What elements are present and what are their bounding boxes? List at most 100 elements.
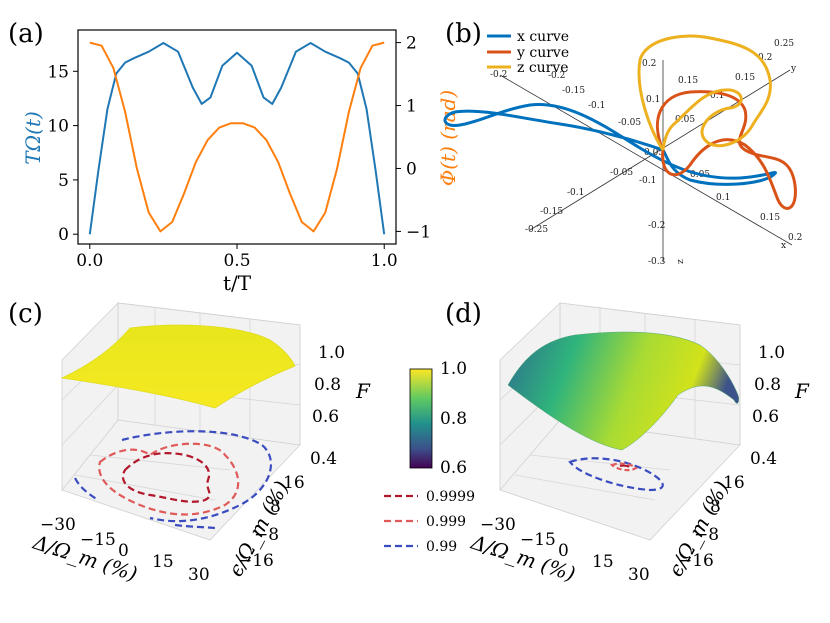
colorbar-tick-2: 0.8 xyxy=(440,409,467,429)
y-right-tick-label-a: 0 xyxy=(406,159,417,179)
b-y-tick-label: -0.1 xyxy=(567,188,584,198)
panel-label-a: (a) xyxy=(8,19,44,49)
y-tick-label-d-ticks: −16 xyxy=(678,551,714,571)
x-tick-label-d-ticks: 0 xyxy=(558,541,569,561)
x-tick-label-c-ticks: −30 xyxy=(40,515,76,535)
legend-b: x curve y curve z curve xyxy=(487,29,569,76)
b-tick-labels: 0.20.150.10.05-0.05-0.1-0.15-0.2-0.250.2… xyxy=(490,39,802,267)
b-y-tick-label: 0.2 xyxy=(758,53,772,63)
y-left-tick-label-a: 15 xyxy=(47,62,69,82)
b-axis-name-y: y xyxy=(790,64,797,74)
y-tick-label-c-ticks: −8 xyxy=(254,525,279,545)
legend-label-099: 0.99 xyxy=(426,539,457,555)
b-y-tick-label: -0.05 xyxy=(610,168,633,178)
panel-label-d: (d) xyxy=(445,299,482,329)
colorbar-tick-3: 0.6 xyxy=(440,458,467,478)
chart-a-ticks: 0.0 0.5 1.0 0 5 10 15 −1 0 1 2 xyxy=(47,34,431,271)
x-tick-label-c-ticks: 30 xyxy=(188,565,210,585)
contour-c-099 xyxy=(121,430,272,523)
y-right-tick-label-a: 1 xyxy=(406,97,417,117)
y-tick-label-c-ticks: 16 xyxy=(283,473,305,493)
colorbar: 1.0 0.8 0.6 xyxy=(409,359,467,478)
series-phi-line xyxy=(89,41,385,233)
legend-label-x: x curve xyxy=(517,29,569,45)
pane-left-c xyxy=(61,302,119,492)
z-curve-line xyxy=(637,34,772,151)
z-tick-label-d-ticks: 0.6 xyxy=(752,407,779,427)
contour-c-09999 xyxy=(122,452,211,503)
b-z-tick-label: 0.15 xyxy=(678,76,698,86)
x-tick-label-d-ticks: −30 xyxy=(480,515,516,535)
chart-c-ticks: −30−150 15 30 168 −8 −16 1.0 0.8 0.6 0.4 xyxy=(40,343,345,585)
z-tick-label-c-ticks: 0.8 xyxy=(314,375,341,395)
y-right-tick-label-a: 2 xyxy=(406,34,417,54)
b-z-tick-label: 0.1 xyxy=(646,95,660,105)
contour-d-0999 xyxy=(609,462,638,472)
b-x-tick-label: 0.1 xyxy=(716,193,730,203)
x-tick-label-c-ticks: −15 xyxy=(80,530,116,550)
surface-c xyxy=(60,324,296,409)
contour-c-0999 xyxy=(98,442,240,516)
b-y-tick-label: 0.1 xyxy=(710,91,724,101)
b-x-tick-label: -0.15 xyxy=(562,86,585,96)
legend-label-09999: 0.9999 xyxy=(426,489,475,505)
b-y-tick-label: 0.15 xyxy=(735,73,755,83)
y-tick-label-c-ticks: 8 xyxy=(270,497,281,517)
panel-label-c: (c) xyxy=(8,299,43,329)
y-tick-label-c-ticks: −16 xyxy=(238,551,274,571)
z-axis-label-c: F xyxy=(355,379,371,403)
b-x-tick-label: -0.1 xyxy=(588,101,605,111)
x-tick-label-a: 1.0 xyxy=(371,251,398,271)
z-tick-label-d-ticks: 1.0 xyxy=(758,343,785,363)
b-x-tick-label: -0.05 xyxy=(618,118,641,128)
y-tick-label-d-ticks: 8 xyxy=(710,497,721,517)
x-tick-label-d-ticks: −15 xyxy=(520,530,556,550)
b-axis-name-z: z xyxy=(676,259,686,264)
y-left-tick-label-a: 10 xyxy=(47,117,69,137)
x-curve-line xyxy=(443,102,777,186)
panel-label-b: (b) xyxy=(445,19,482,49)
y-right-tick-label-a: −1 xyxy=(406,222,431,242)
x-tick-label-c-ticks: 0 xyxy=(118,541,129,561)
y-right-label-a: Φ(t) (rad) xyxy=(436,90,460,186)
b-x-tick-label: 0.2 xyxy=(788,233,802,243)
chart-d-ticks: −30−150 15 30 168 −8 −16 1.0 0.8 0.6 0.4 xyxy=(480,343,785,585)
y-left-tick-label-a: 0 xyxy=(58,225,69,245)
z-axis-label-d: F xyxy=(794,379,810,403)
z-tick-label-c-ticks: 0.6 xyxy=(312,407,339,427)
y-left-label-a: TΩ(t) xyxy=(21,111,45,165)
series-omega-line xyxy=(88,42,386,235)
contour-legend: 0.9999 0.999 0.99 xyxy=(384,489,475,555)
x-tick-label-a: 0.0 xyxy=(76,251,103,271)
surface-d xyxy=(507,331,740,451)
b-x-tick-label: -0.2 xyxy=(548,71,565,81)
chart-b: 0.20.150.10.05-0.05-0.1-0.15-0.2-0.250.2… xyxy=(443,29,802,267)
y-left-tick-label-a: 5 xyxy=(58,171,69,191)
b-z-tick-label: 0.05 xyxy=(675,115,695,125)
x-tick-label-d-ticks: 30 xyxy=(628,565,650,585)
chart-a: 0.0 0.5 1.0 0 5 10 15 −1 0 1 2 t/T TΩ(t) Φ(t) (rad… xyxy=(21,29,460,295)
y-tick-label-d-ticks: −8 xyxy=(694,525,719,545)
y-tick-label-d-ticks: 16 xyxy=(723,473,745,493)
b-y-tick-label: 0.05 xyxy=(644,148,664,158)
legend-label-0999: 0.999 xyxy=(426,514,466,530)
b-x-tick-label: -0.25 xyxy=(525,225,548,235)
z-tick-label-c-ticks: 0.4 xyxy=(310,449,337,469)
b-y-tick-label: 0.25 xyxy=(774,39,794,49)
z-tick-label-d-ticks: 0.4 xyxy=(750,449,777,469)
b-z-tick-label: -0.2 xyxy=(648,221,665,231)
x-axis-label-a: t/T xyxy=(223,271,252,295)
b-z-tick-label: -0.1 xyxy=(639,176,656,186)
b-axis-x xyxy=(499,74,793,246)
x-tick-label-c-ticks: 15 xyxy=(152,552,174,572)
b-z-tick-label: 0.2 xyxy=(642,59,656,69)
contour-c-099b xyxy=(74,477,99,501)
x-tick-label-d-ticks: 15 xyxy=(592,552,614,572)
contour-c-099c xyxy=(174,523,216,530)
z-tick-label-d-ticks: 0.8 xyxy=(754,375,781,395)
x-tick-label-a: 0.5 xyxy=(223,251,250,271)
b-z-tick-label: -0.3 xyxy=(648,257,666,267)
contour-d-09999 xyxy=(619,464,630,468)
